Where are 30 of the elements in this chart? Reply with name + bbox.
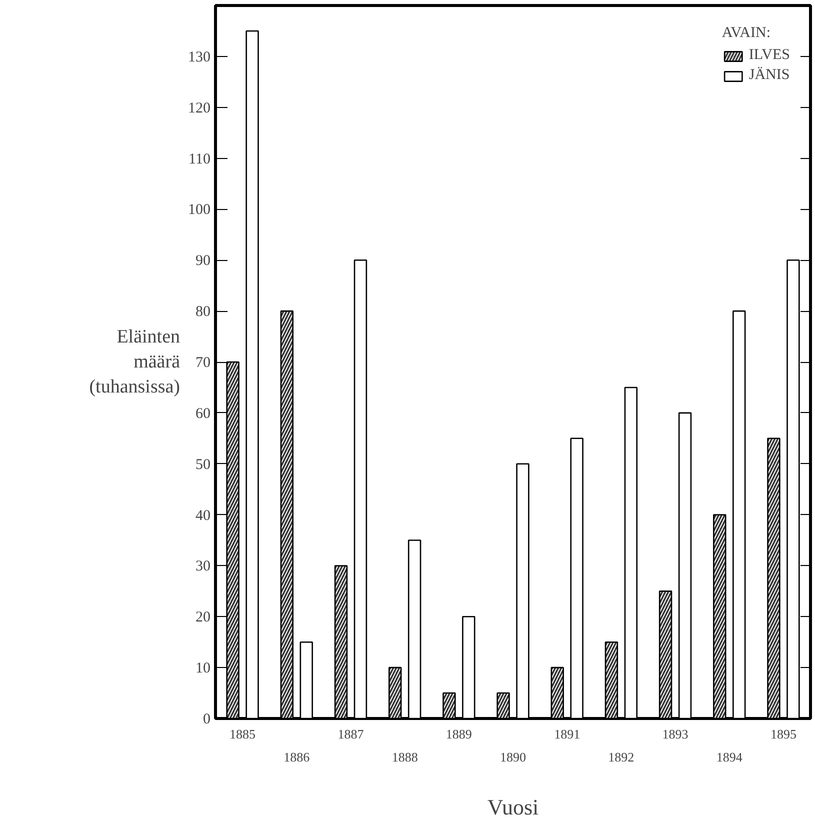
y-tick-label: 90 bbox=[196, 253, 210, 270]
y-tick-label: 20 bbox=[196, 610, 210, 626]
y-tick-label: 110 bbox=[188, 151, 211, 168]
x-tick-label: 1894 bbox=[716, 750, 743, 764]
x-tick-label: 1892 bbox=[608, 750, 634, 764]
x-tick-label: 1887 bbox=[338, 726, 364, 742]
legend-label: ILVES bbox=[748, 47, 790, 64]
y-tick-label: 60 bbox=[196, 406, 210, 422]
legend-title: AVAIN: bbox=[722, 25, 772, 42]
x-tick-label: 1889 bbox=[446, 726, 472, 742]
x-tick-label: 1890 bbox=[500, 750, 526, 764]
y-tick-label: 0 bbox=[203, 712, 210, 728]
legend-label: JÄNIS bbox=[748, 67, 790, 84]
x-tick-label: 1885 bbox=[230, 726, 256, 742]
y-tick-label: 70 bbox=[196, 355, 210, 371]
y-axis-title: Eläinten määrä (tuhansissa) bbox=[89, 326, 181, 398]
y-tick-label: 50 bbox=[196, 456, 210, 473]
y-tick-label: 40 bbox=[196, 508, 210, 524]
y-tick-label: 100 bbox=[188, 202, 210, 218]
x-axis-title: Vuosi bbox=[487, 794, 539, 820]
y-tick-label: 30 bbox=[196, 558, 210, 575]
x-tick-label: 1891 bbox=[554, 726, 580, 742]
y-tick-label: 10 bbox=[196, 660, 210, 677]
x-tick-label: 1895 bbox=[770, 726, 796, 742]
y-tick-label: 130 bbox=[188, 49, 210, 66]
x-tick-label: 1888 bbox=[392, 750, 418, 764]
x-tick-label: 1893 bbox=[662, 726, 688, 742]
x-tick-label: 1886 bbox=[284, 750, 310, 764]
y-tick-label: 120 bbox=[188, 100, 210, 116]
y-tick-label: 80 bbox=[196, 304, 210, 320]
